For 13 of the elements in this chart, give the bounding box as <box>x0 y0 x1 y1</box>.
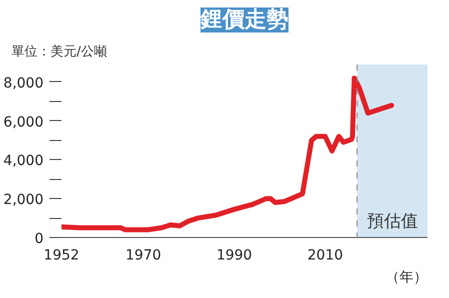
x-tick-label: 1970 <box>126 248 162 264</box>
y-tick-label: 6,000 <box>3 114 44 130</box>
x-tick-label: 2010 <box>307 248 344 264</box>
y-tick-label: 4,000 <box>3 153 44 170</box>
x-tick-label: 1952 <box>44 248 80 264</box>
chart-title: 鋰價走勢 <box>200 8 288 32</box>
y-axis-title: 單位：美元/公噸 <box>12 44 107 60</box>
x-axis-title: （年） <box>386 270 428 286</box>
y-tick-label: 2,000 <box>3 192 44 208</box>
y-tick-label: 0 <box>34 231 44 247</box>
y-tick-label: 8,000 <box>3 75 44 92</box>
x-tick-label: 1990 <box>216 248 252 264</box>
band-label: 預估值 <box>366 212 418 232</box>
